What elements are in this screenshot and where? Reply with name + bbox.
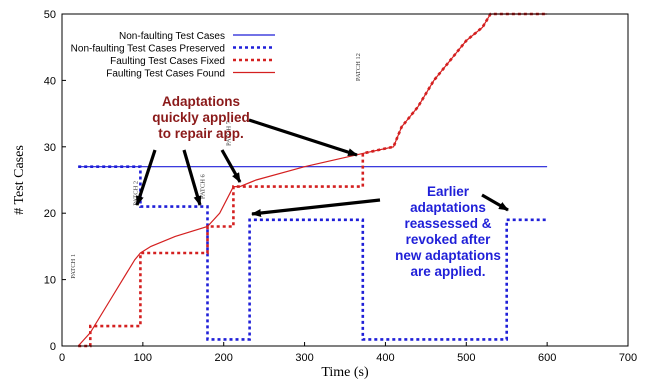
annotation-arrow xyxy=(248,118,358,157)
annotation-text: Earlier xyxy=(427,184,470,199)
x-tick-label: 300 xyxy=(295,352,313,364)
y-tick-label: 40 xyxy=(44,75,56,87)
x-axis-label: Time (s) xyxy=(321,365,369,380)
y-tick-label: 50 xyxy=(44,9,56,21)
x-tick-label: 400 xyxy=(376,352,394,364)
annotation-text: reassessed & xyxy=(404,216,491,231)
annotation-text: quickly applied xyxy=(152,110,250,125)
annotation-arrow xyxy=(135,149,157,206)
series-line-2 xyxy=(78,165,548,341)
y-tick-label: 20 xyxy=(44,208,56,220)
legend-label: Faulting Test Cases Found xyxy=(106,69,225,80)
annotation-arrow xyxy=(220,149,242,183)
x-tick-label: 700 xyxy=(619,352,637,364)
patch-label: PATCH 2 xyxy=(132,181,139,206)
annotation-text: new adaptations xyxy=(395,248,501,263)
annotation-text: are applied. xyxy=(410,264,485,279)
y-tick-label: 30 xyxy=(44,142,56,154)
series-line-4 xyxy=(77,13,548,347)
legend-label: Non-faulting Test Cases xyxy=(119,31,225,42)
x-tick-label: 100 xyxy=(134,352,152,364)
patch-label: PATCH 7 xyxy=(225,120,232,146)
x-tick-label: 600 xyxy=(538,352,556,364)
annotation-arrow xyxy=(481,193,509,212)
patch-label: PATCH 1 xyxy=(70,254,77,279)
legend: Non-faulting Test Cases Non-faulting Test… xyxy=(71,31,275,80)
y-axis-label: # Test Cases xyxy=(12,145,27,215)
annotation-text: Adaptations xyxy=(162,94,240,109)
annotation-arrow xyxy=(182,149,202,206)
annotation-text: adaptations xyxy=(410,200,486,215)
patch-label: PATCH 6 xyxy=(200,173,207,199)
x-tick-label: 0 xyxy=(59,352,65,364)
annotation-arrow xyxy=(251,198,381,217)
annotation-text: to repair app. xyxy=(158,126,244,141)
annotation-text: revoked after xyxy=(406,232,492,247)
x-tick-label: 500 xyxy=(457,352,475,364)
series-layer xyxy=(77,12,548,348)
patch-label: PATCH 12 xyxy=(355,53,362,81)
y-tick-label: 10 xyxy=(44,275,56,287)
patch-markers: PATCH 1 PATCH 2 PATCH 6 PATCH 7 PATCH 12 xyxy=(70,53,362,279)
legend-label: Non-faulting Test Cases Preserved xyxy=(71,44,225,55)
axes: 0 100 200 300 400 500 600 700 0 10 20 30 40 50 Time (s… xyxy=(12,9,637,380)
annotation-arrows xyxy=(135,118,509,217)
plot-frame xyxy=(61,13,629,347)
y-tick-label: 0 xyxy=(50,341,56,353)
legend-label: Faulting Test Cases Fixed xyxy=(110,56,225,67)
x-tick-label: 200 xyxy=(215,352,233,364)
